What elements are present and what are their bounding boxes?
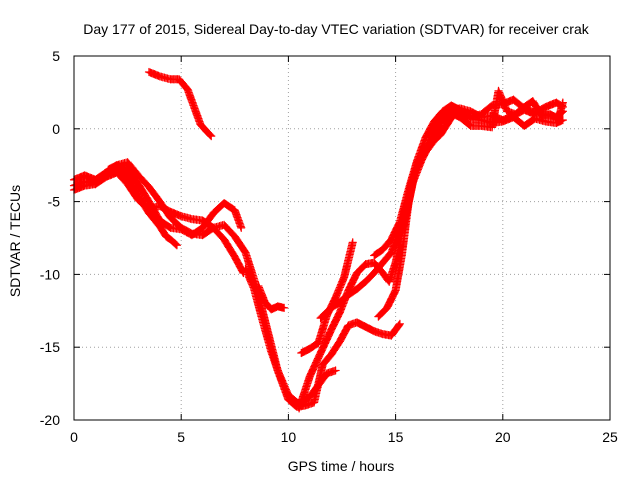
series-track-f xyxy=(241,264,405,412)
series-markers xyxy=(241,264,405,412)
y-tick-label: -15 xyxy=(40,339,60,355)
y-tick-labels: -20 -15 -10 -5 0 5 xyxy=(40,48,60,428)
x-tick-label: 10 xyxy=(281,429,297,445)
x-axis-label: GPS time / hours xyxy=(288,458,395,474)
series-track-l xyxy=(374,86,567,321)
y-tick-label: 0 xyxy=(52,121,60,137)
x-tick-label: 5 xyxy=(177,429,185,445)
series-markers xyxy=(254,281,289,314)
series-markers xyxy=(374,86,567,321)
x-tick-label: 15 xyxy=(388,429,404,445)
series-track-g xyxy=(254,281,289,314)
series-track-a xyxy=(144,67,216,141)
chart-title: Day 177 of 2015, Sidereal Day-to-day VTE… xyxy=(83,21,589,37)
x-tick-labels: 0 5 10 15 20 25 xyxy=(70,429,618,445)
x-tick-label: 20 xyxy=(495,429,511,445)
plot-frame xyxy=(73,55,611,421)
y-tick-label: 5 xyxy=(52,48,60,64)
data-series xyxy=(69,67,567,413)
y-axis-label: SDTVAR / TECUs xyxy=(7,185,23,297)
y-tick-label: -20 xyxy=(40,412,60,428)
series-markers xyxy=(144,67,216,141)
x-tick-label: 25 xyxy=(602,429,618,445)
x-tick-label: 0 xyxy=(70,429,78,445)
y-tick-label: -10 xyxy=(40,266,60,282)
axis-ticks xyxy=(73,55,611,421)
y-tick-label: -5 xyxy=(48,194,61,210)
